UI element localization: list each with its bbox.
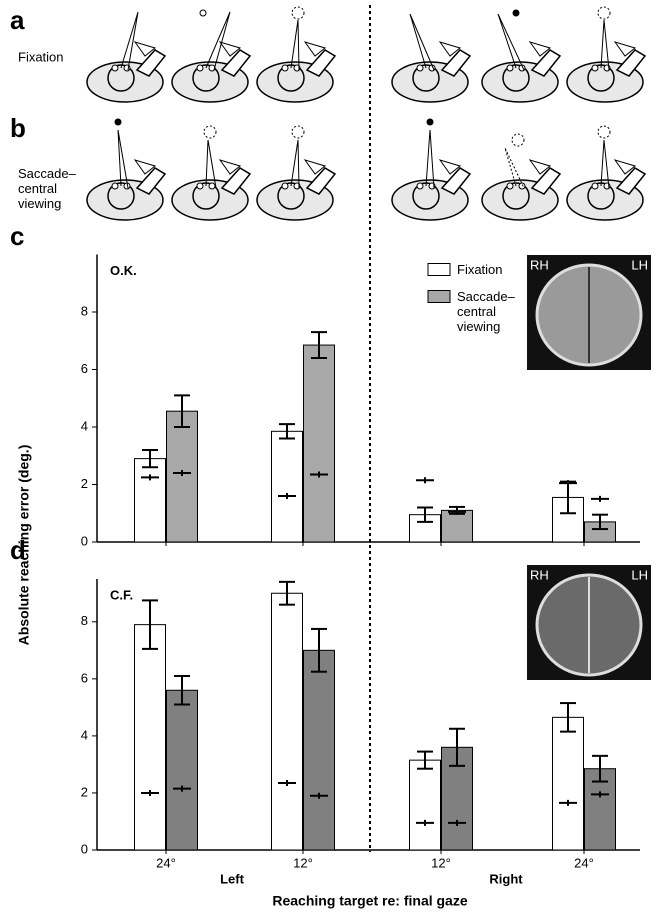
control-marker	[591, 496, 609, 502]
y-tick-label: 6	[81, 670, 88, 685]
panel-letter: c	[10, 221, 24, 251]
y-tick-label: 0	[81, 533, 88, 548]
chart-title: C.F.	[110, 587, 133, 602]
bar	[167, 411, 198, 542]
inset-label: RH	[530, 567, 549, 582]
panel-letter: d	[10, 535, 26, 565]
y-tick-label: 0	[81, 841, 88, 856]
inset-label: RH	[530, 257, 549, 272]
row-label: Fixation	[18, 49, 64, 64]
panel-letter: b	[10, 113, 26, 143]
schematics	[87, 7, 645, 220]
panel-letter: a	[10, 5, 25, 35]
y-tick-label: 8	[81, 303, 88, 318]
y-tick-label: 6	[81, 361, 88, 376]
bar	[410, 760, 441, 850]
x-tick-label: 12°	[293, 855, 313, 870]
y-tick-label: 8	[81, 613, 88, 628]
x-axis-label: Reaching target re: final gaze	[272, 893, 467, 909]
legend-swatch	[428, 264, 450, 276]
inset-label: LH	[631, 257, 648, 272]
legend-swatch	[428, 291, 450, 303]
x-group-label: Right	[489, 871, 523, 886]
y-tick-label: 4	[81, 418, 88, 433]
y-tick-label: 2	[81, 784, 88, 799]
bar	[304, 650, 335, 850]
row-label: Saccade–central viewing	[18, 166, 98, 211]
y-tick-label: 2	[81, 476, 88, 491]
bar	[553, 717, 584, 850]
figure: a Fixation b Absolute reaching error (de…	[0, 0, 663, 916]
x-group-label: Left	[220, 871, 245, 886]
x-tick-label: 24°	[574, 855, 594, 870]
legend-label: Fixation	[457, 262, 529, 277]
bar	[167, 690, 198, 850]
legend-label: Saccade–central viewing	[457, 289, 529, 334]
bar	[135, 459, 166, 542]
bar	[272, 593, 303, 850]
bar	[135, 625, 166, 850]
x-tick-label: 12°	[431, 855, 451, 870]
bar	[304, 345, 335, 542]
page: a Fixation b Absolute reaching error (de…	[0, 0, 663, 916]
bar	[272, 431, 303, 542]
chart-title: O.K.	[110, 263, 137, 278]
y-tick-label: 4	[81, 727, 88, 742]
inset-label: LH	[631, 567, 648, 582]
control-marker	[416, 477, 434, 483]
x-tick-label: 24°	[156, 855, 176, 870]
bar	[442, 510, 473, 542]
